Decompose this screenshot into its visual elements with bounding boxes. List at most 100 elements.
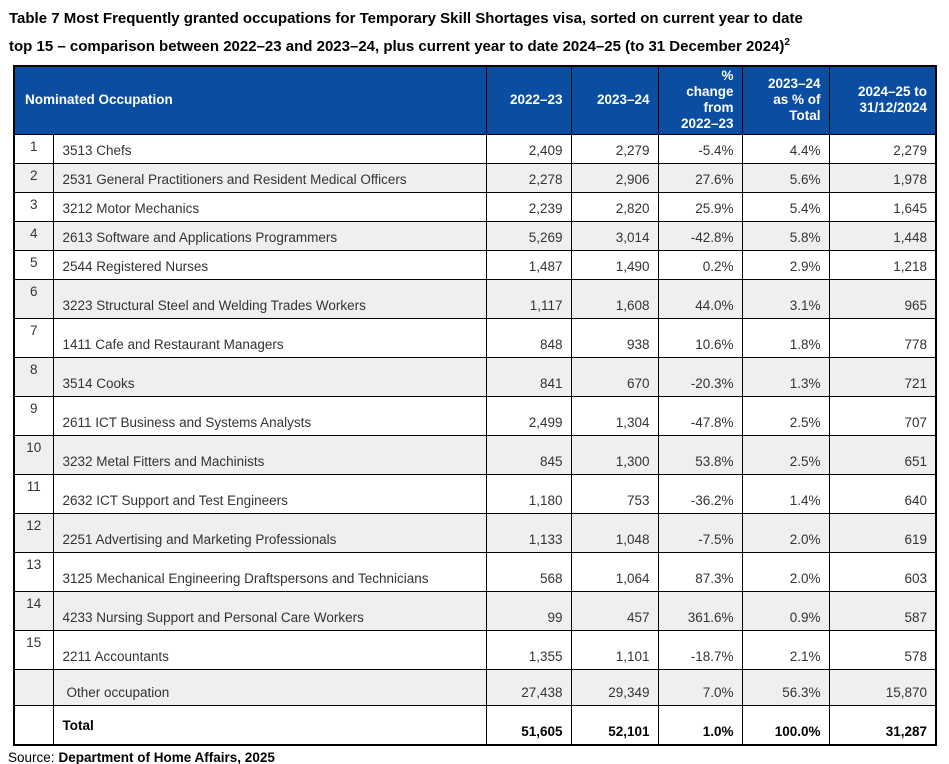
value-cell-pct-of-total: 2.1% — [741, 629, 830, 670]
table-row: 5 2544 Registered Nurses 1,487 1,490 0.2% 2.9… — [13, 249, 937, 280]
value-cell-2022-23: 2,409 — [485, 133, 572, 164]
value-cell-2024-25-ytd: 619 — [828, 512, 937, 553]
value-cell-pct-change: -47.8% — [657, 395, 743, 436]
value-cell-pct-of-total: 1.3% — [741, 356, 830, 397]
value-cell-2024-25-ytd: 651 — [828, 434, 937, 475]
value-cell-2022-23: 27,438 — [485, 668, 572, 706]
value-cell-2022-23: 1,355 — [485, 629, 572, 670]
rank-cell: 8 — [13, 356, 54, 397]
title-line-1: Table 7 Most Frequently granted occupati… — [9, 10, 803, 27]
value-cell-2022-23: 848 — [485, 317, 572, 358]
table-row: 11 2632 ICT Support and Test Engineers 1,1… — [13, 473, 937, 514]
rank-cell: 11 — [13, 473, 54, 514]
value-cell-2023-24: 1,490 — [570, 249, 659, 280]
value-cell-2022-23: 841 — [485, 356, 572, 397]
value-cell-2022-23: 1,133 — [485, 512, 572, 553]
occupation-cell: 2531 General Practitioners and Resident … — [52, 162, 487, 193]
table-row: 3 3212 Motor Mechanics 2,239 2,820 25.9% 5.4%… — [13, 191, 937, 222]
column-header-nominated-occupation: Nominated Occupation — [13, 65, 487, 135]
value-cell-pct-of-total: 4.4% — [741, 133, 830, 164]
occupation-cell: 2613 Software and Applications Programme… — [52, 220, 487, 251]
value-cell-2023-24: 1,608 — [570, 278, 659, 319]
value-cell-pct-change: -18.7% — [657, 629, 743, 670]
rank-cell: 1 — [13, 133, 54, 164]
occupation-cell: 1411 Cafe and Restaurant Managers — [52, 317, 487, 358]
value-cell-pct-of-total: 2.0% — [741, 512, 830, 553]
occupation-cell: 2251 Advertising and Marketing Professio… — [52, 512, 487, 553]
value-cell-2024-25-ytd: 2,279 — [828, 133, 937, 164]
table-row: 9 2611 ICT Business and Systems Analysts 2… — [13, 395, 937, 436]
occupation-cell: Other occupation — [52, 668, 487, 706]
value-cell-2022-23: 2,499 — [485, 395, 572, 436]
value-cell-pct-change: 7.0% — [657, 668, 743, 706]
rank-cell: 3 — [13, 191, 54, 222]
occupation-cell: 2611 ICT Business and Systems Analysts — [52, 395, 487, 436]
value-cell-2024-25-ytd: 15,870 — [828, 668, 937, 706]
value-cell-pct-of-total: 2.5% — [741, 434, 830, 475]
table-row: 15 2211 Accountants 1,355 1,101 -18.7% 2.1% 57… — [13, 629, 937, 670]
occupation-cell: 4233 Nursing Support and Personal Care W… — [52, 590, 487, 631]
value-cell-2024-25-ytd: 1,978 — [828, 162, 937, 193]
table-row: 2 2531 General Practitioners and Resident… — [13, 162, 937, 193]
value-cell-2023-24: 1,304 — [570, 395, 659, 436]
value-cell-2024-25-ytd: 1,218 — [828, 249, 937, 280]
occupation-cell: 2544 Registered Nurses — [52, 249, 487, 280]
table-title: Table 7 Most Frequently granted occupati… — [9, 7, 939, 59]
value-cell-2022-23: 51,605 — [485, 704, 572, 746]
source-line: Source: Department of Home Affairs, 2025 — [8, 750, 949, 764]
rank-cell: 9 — [13, 395, 54, 436]
rank-cell: 2 — [13, 162, 54, 193]
column-header-2023-24: 2023–24 — [570, 65, 659, 135]
rank-cell — [13, 668, 54, 706]
value-cell-pct-change: -36.2% — [657, 473, 743, 514]
value-cell-2024-25-ytd: 31,287 — [828, 704, 937, 746]
value-cell-2023-24: 938 — [570, 317, 659, 358]
column-header-2022-23: 2022–23 — [485, 65, 572, 135]
rank-cell: 5 — [13, 249, 54, 280]
source-label: Source: — [8, 750, 55, 764]
value-cell-pct-change: -5.4% — [657, 133, 743, 164]
value-cell-pct-change: 10.6% — [657, 317, 743, 358]
header-row: Nominated Occupation 2022–23 2023–24 % c… — [13, 65, 937, 135]
value-cell-pct-of-total: 5.8% — [741, 220, 830, 251]
rank-cell — [13, 704, 54, 746]
occupation-cell: 2632 ICT Support and Test Engineers — [52, 473, 487, 514]
value-cell-2022-23: 1,180 — [485, 473, 572, 514]
value-cell-2023-24: 2,906 — [570, 162, 659, 193]
occupation-cell: 3125 Mechanical Engineering Draftsperson… — [52, 551, 487, 592]
table-row: 8 3514 Cooks 841 670 -20.3% 1.3% 721 — [13, 356, 937, 397]
value-cell-pct-change: 53.8% — [657, 434, 743, 475]
value-cell-2024-25-ytd: 1,645 — [828, 191, 937, 222]
value-cell-pct-change: 0.2% — [657, 249, 743, 280]
value-cell-2024-25-ytd: 603 — [828, 551, 937, 592]
value-cell-pct-of-total: 5.4% — [741, 191, 830, 222]
value-cell-2024-25-ytd: 965 — [828, 278, 937, 319]
value-cell-pct-change: 27.6% — [657, 162, 743, 193]
value-cell-2024-25-ytd: 578 — [828, 629, 937, 670]
table-row-other: Other occupation 27,438 29,349 7.0% 56.3% 15,… — [13, 668, 937, 706]
table-row: 4 2613 Software and Applications Programm… — [13, 220, 937, 251]
occupation-cell: Total — [52, 704, 487, 746]
value-cell-2024-25-ytd: 587 — [828, 590, 937, 631]
rank-cell: 10 — [13, 434, 54, 475]
value-cell-pct-of-total: 56.3% — [741, 668, 830, 706]
value-cell-pct-of-total: 2.0% — [741, 551, 830, 592]
rank-cell: 14 — [13, 590, 54, 631]
occupation-cell: 3513 Chefs — [52, 133, 487, 164]
value-cell-pct-of-total: 0.9% — [741, 590, 830, 631]
value-cell-pct-of-total: 2.9% — [741, 249, 830, 280]
occupations-table: Nominated Occupation 2022–23 2023–24 % c… — [13, 65, 938, 746]
value-cell-pct-change: 25.9% — [657, 191, 743, 222]
value-cell-pct-change: 361.6% — [657, 590, 743, 631]
title-line-2: top 15 – comparison between 2022–23 and … — [9, 38, 785, 55]
value-cell-2022-23: 1,487 — [485, 249, 572, 280]
value-cell-2023-24: 670 — [570, 356, 659, 397]
value-cell-pct-change: -42.8% — [657, 220, 743, 251]
title-footnote: 2 — [784, 37, 790, 48]
table-row: 13 3125 Mechanical Engineering Draftspers… — [13, 551, 937, 592]
table-row: 14 4233 Nursing Support and Personal Care… — [13, 590, 937, 631]
value-cell-2022-23: 845 — [485, 434, 572, 475]
column-header-pct-change: % change from 2022–23 — [657, 65, 743, 135]
column-header-pct-of-total: 2023–24 as % of Total — [741, 65, 830, 135]
value-cell-pct-change: -20.3% — [657, 356, 743, 397]
